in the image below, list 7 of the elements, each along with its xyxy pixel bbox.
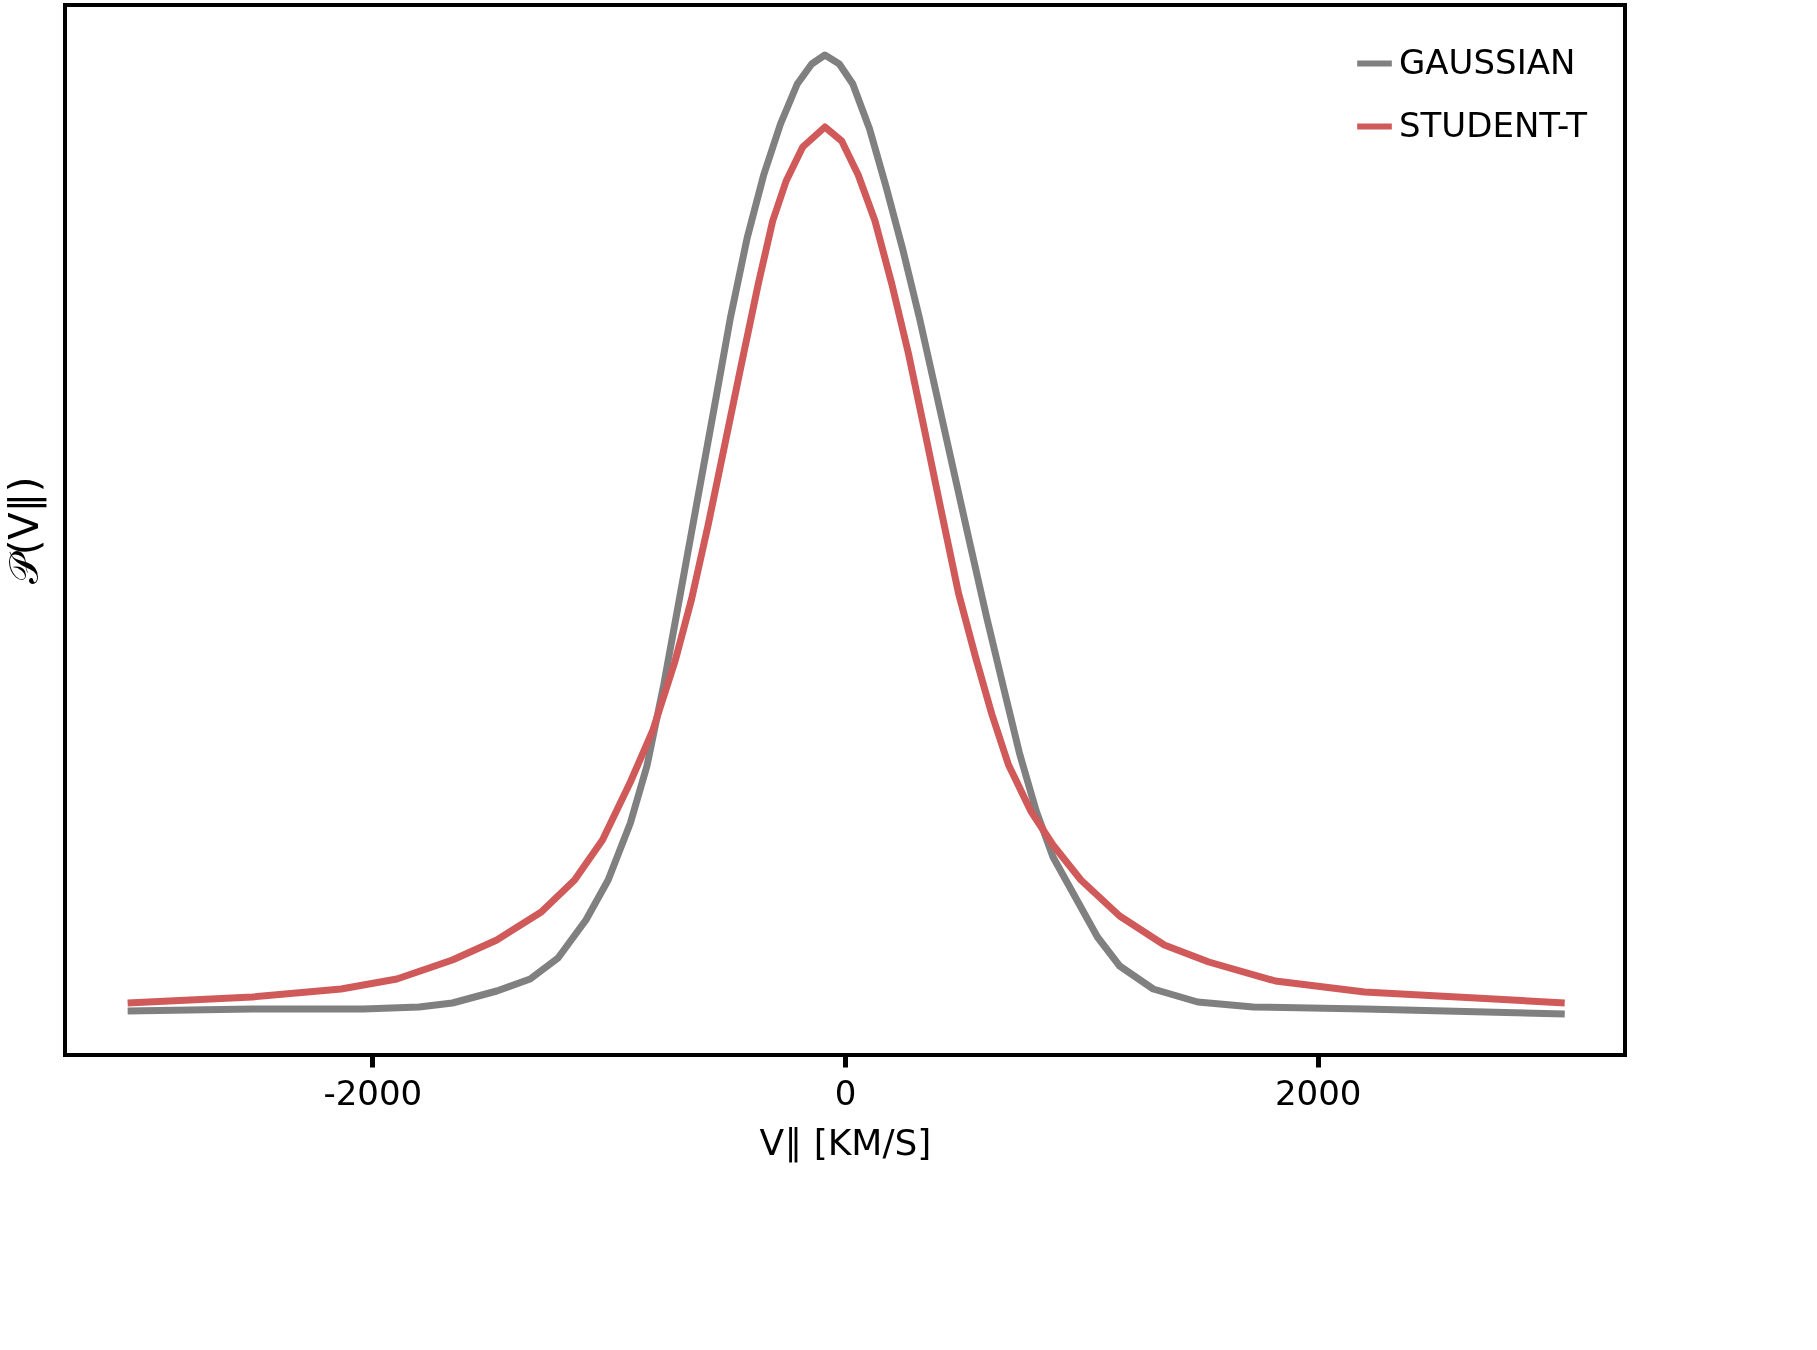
y-axis-title: 𝒫(V∥) [0,476,47,585]
x-tick-label: -2000 [323,1072,423,1113]
legend-label: GAUSSIAN [1399,41,1576,82]
legend-label: STUDENT-T [1399,104,1588,145]
x-tick-label: 0 [834,1072,857,1113]
x-axis-title: V∥ [KM/S] [759,1121,932,1163]
x-tick-label: 2000 [1274,1072,1362,1113]
